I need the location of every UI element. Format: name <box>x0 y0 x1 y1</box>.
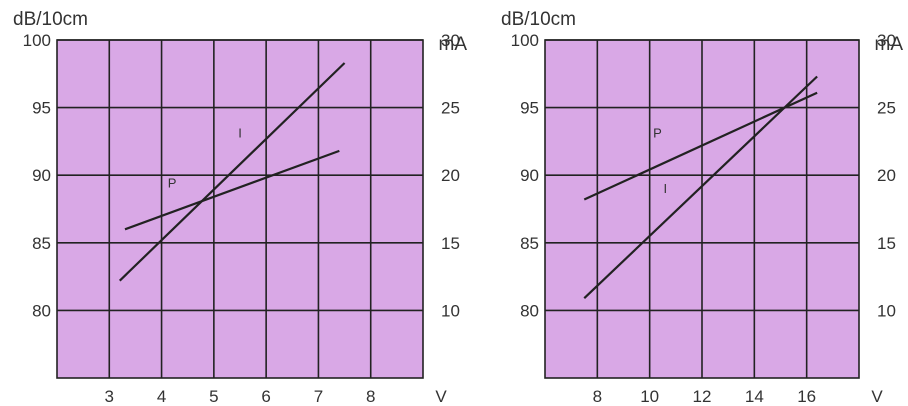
left-tick-label: 95 <box>520 99 539 118</box>
left-tick-label: 100 <box>511 31 539 50</box>
x-tick-label: 3 <box>105 387 114 406</box>
x-tick-label: 6 <box>261 387 270 406</box>
series-label-p: P <box>168 175 177 190</box>
left-tick-label: 80 <box>32 301 51 320</box>
left-tick-label: 80 <box>520 301 539 320</box>
left-tick-label: 100 <box>23 31 51 50</box>
left-tick-label: 85 <box>32 234 51 253</box>
left-axis-label: dB/10cm <box>13 9 88 30</box>
left-tick-label: 90 <box>32 166 51 185</box>
series-line-p <box>124 149 340 231</box>
right-tick-label: 30 <box>877 31 896 50</box>
left-tick-label: 85 <box>520 234 539 253</box>
x-tick-label: 10 <box>640 387 659 406</box>
x-tick-label: 7 <box>314 387 323 406</box>
plot-frame <box>56 39 424 379</box>
right-axis-label: mA <box>439 34 468 55</box>
series-label-p: P <box>653 125 662 140</box>
left-tick-label: 95 <box>32 99 51 118</box>
left-tick-label: 90 <box>520 166 539 185</box>
right-tick-label: 30 <box>441 31 460 50</box>
series-line-i <box>118 62 346 282</box>
right-tick-label: 15 <box>441 234 460 253</box>
series-line-i <box>583 75 818 300</box>
x-tick-label: 12 <box>693 387 712 406</box>
x-axis-unit-label: V <box>871 387 883 406</box>
x-tick-label: 8 <box>366 387 375 406</box>
x-tick-label: 5 <box>209 387 218 406</box>
right-tick-label: 25 <box>441 99 460 118</box>
right-tick-label: 20 <box>441 166 460 185</box>
right-axis-label: mA <box>875 34 904 55</box>
right-tick-label: 10 <box>441 301 460 320</box>
left-axis-label: dB/10cm <box>501 9 576 30</box>
chart-panel-1: 100 95 90 85 80 30 25 20 15 10 3 4 5 6 7 8 dB/10cm mA V P I <box>13 9 467 406</box>
right-tick-label: 25 <box>877 99 896 118</box>
x-axis-unit-label: V <box>435 387 447 406</box>
right-tick-label: 10 <box>877 301 896 320</box>
series-label-i: I <box>664 181 668 196</box>
x-tick-label: 16 <box>797 387 816 406</box>
right-tick-label: 20 <box>877 166 896 185</box>
series-line-p <box>583 91 818 201</box>
x-tick-label: 14 <box>745 387 764 406</box>
series-label-i: I <box>238 125 242 140</box>
plot-frame <box>544 39 860 379</box>
x-tick-label: 8 <box>593 387 602 406</box>
right-tick-label: 15 <box>877 234 896 253</box>
chart-panel-2: 100 95 90 85 80 30 25 20 15 10 8 10 12 14 16 dB/10cm mA V… <box>501 9 903 406</box>
plot-area <box>57 40 423 378</box>
x-tick-label: 4 <box>157 387 166 406</box>
